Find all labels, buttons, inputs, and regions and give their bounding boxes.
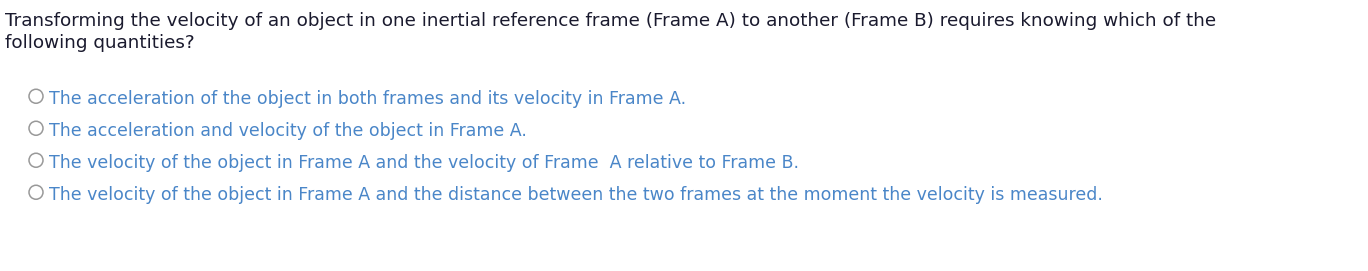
Text: The velocity of the object in Frame A and the velocity of Frame  A relative to F: The velocity of the object in Frame A an… [49,154,799,172]
Text: The acceleration and velocity of the object in Frame A.: The acceleration and velocity of the obj… [49,122,527,140]
Text: The velocity of the object in Frame A and the distance between the two frames at: The velocity of the object in Frame A an… [49,186,1103,204]
Text: The acceleration of the object in both frames and its velocity in Frame A.: The acceleration of the object in both f… [49,90,687,108]
Text: Transforming the velocity of an object in one inertial reference frame (Frame A): Transforming the velocity of an object i… [5,12,1216,30]
Text: following quantities?: following quantities? [5,34,194,52]
